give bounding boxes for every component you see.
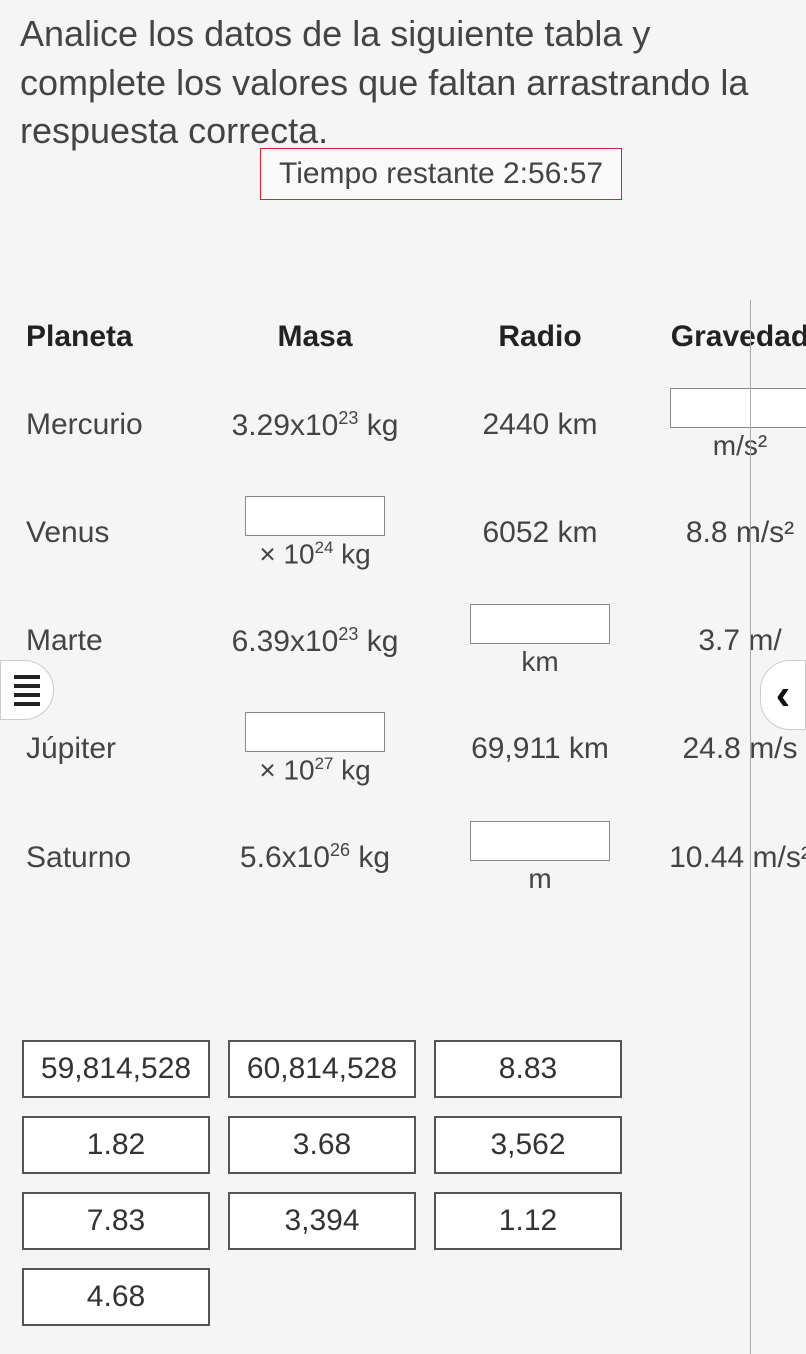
mass-value: 5.6x10 bbox=[240, 841, 330, 874]
answer-option[interactable]: 3,394 bbox=[228, 1192, 416, 1250]
answer-option[interactable]: 7.83 bbox=[22, 1192, 210, 1250]
menu-icon bbox=[14, 675, 40, 706]
mass-under-unit: kg bbox=[341, 538, 371, 569]
timer-value: 2:56:57 bbox=[503, 157, 603, 190]
mass-exp: 23 bbox=[338, 408, 358, 428]
mass-value: 3.29x10 bbox=[232, 409, 339, 442]
data-table: Planeta Masa Radio Gravedad Mercurio 3.2… bbox=[20, 320, 806, 895]
radius-unit: m bbox=[528, 863, 551, 895]
gravity-cell: m/s² bbox=[650, 388, 806, 462]
answer-option[interactable]: 60,814,528 bbox=[228, 1040, 416, 1098]
answer-option[interactable]: 1.82 bbox=[22, 1116, 210, 1174]
next-button[interactable]: ‹ bbox=[760, 660, 806, 730]
gravity-cell: 24.8 m/s bbox=[650, 732, 806, 766]
radius-cell: km bbox=[430, 604, 650, 678]
mass-under: × 1027 kg bbox=[259, 754, 370, 786]
gravity-unit: m/s² bbox=[713, 430, 767, 462]
mass-under-exp: 24 bbox=[315, 538, 334, 557]
planet-name: Saturno bbox=[20, 841, 200, 875]
mass-exp: 23 bbox=[338, 624, 358, 644]
gravity-cell: 8.8 m/s² bbox=[650, 516, 806, 550]
mass-under-unit: kg bbox=[341, 755, 371, 786]
mass-unit: kg bbox=[358, 841, 390, 874]
instruction-text: Analice los datos de la siguiente tabla … bbox=[0, 0, 806, 156]
gravity-drop-target[interactable] bbox=[670, 388, 806, 428]
radius-cell: m bbox=[430, 821, 650, 895]
planet-name: Júpiter bbox=[20, 732, 200, 766]
answer-option[interactable]: 1.12 bbox=[434, 1192, 622, 1250]
mass-value: 6.39x10 bbox=[232, 625, 339, 658]
radius-drop-target[interactable] bbox=[470, 821, 610, 861]
col-header-planet: Planeta bbox=[20, 320, 200, 354]
mass-drop-target[interactable] bbox=[245, 712, 385, 752]
mass-unit: kg bbox=[367, 625, 399, 658]
mass-drop-target[interactable] bbox=[245, 496, 385, 536]
divider-line bbox=[750, 300, 751, 1354]
planet-name: Mercurio bbox=[20, 408, 200, 442]
radius-cell: 2440 km bbox=[430, 408, 650, 442]
mass-exp: 26 bbox=[330, 840, 350, 860]
mass-under-text: × 10 bbox=[259, 755, 314, 786]
timer-box: Tiempo restante 2:56:57 bbox=[260, 148, 622, 200]
answer-option[interactable]: 3.68 bbox=[228, 1116, 416, 1174]
gravity-cell: 3.7 m/ bbox=[650, 624, 806, 658]
answer-bank: 59,814,528 60,814,528 8.83 1.82 3.68 3,5… bbox=[22, 1040, 662, 1326]
answer-option[interactable]: 4.68 bbox=[22, 1268, 210, 1326]
radius-unit: km bbox=[521, 646, 558, 678]
radius-cell: 69,911 km bbox=[430, 732, 650, 766]
answer-option[interactable]: 59,814,528 bbox=[22, 1040, 210, 1098]
mass-unit: kg bbox=[367, 409, 399, 442]
timer-label: Tiempo restante bbox=[279, 157, 495, 190]
planet-name: Venus bbox=[20, 516, 200, 550]
answer-option[interactable]: 8.83 bbox=[434, 1040, 622, 1098]
mass-cell: 6.39x1023 kg bbox=[200, 624, 430, 659]
gravity-cell: 10.44 m/s² bbox=[650, 841, 806, 875]
mass-cell: 5.6x1026 kg bbox=[200, 840, 430, 875]
mass-under: × 1024 kg bbox=[259, 538, 370, 570]
radius-drop-target[interactable] bbox=[470, 604, 610, 644]
radius-cell: 6052 km bbox=[430, 516, 650, 550]
mass-cell: 3.29x1023 kg bbox=[200, 408, 430, 443]
answer-option[interactable]: 3,562 bbox=[434, 1116, 622, 1174]
mass-cell: × 1024 kg bbox=[200, 496, 430, 570]
col-header-gravity: Gravedad bbox=[650, 320, 806, 354]
col-header-mass: Masa bbox=[200, 320, 430, 354]
mass-under-exp: 27 bbox=[315, 754, 334, 773]
mass-under-text: × 10 bbox=[259, 538, 314, 569]
mass-cell: × 1027 kg bbox=[200, 712, 430, 786]
planet-name: Marte bbox=[20, 624, 200, 658]
chevron-left-icon: ‹ bbox=[776, 670, 791, 720]
col-header-radius: Radio bbox=[430, 320, 650, 354]
